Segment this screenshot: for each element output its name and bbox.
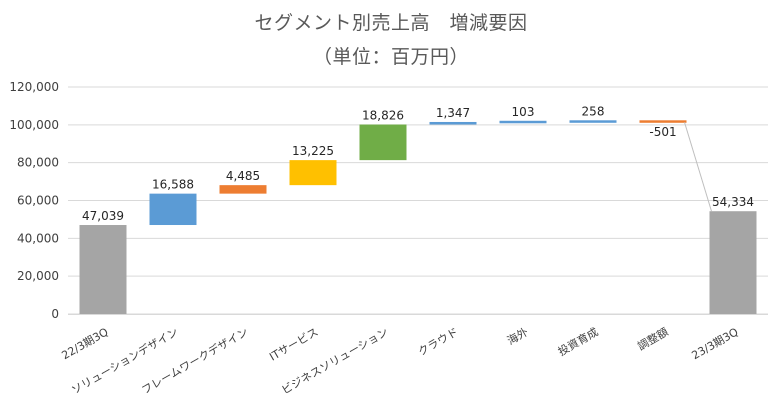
bar (149, 193, 197, 226)
data-label: 47,039 (82, 209, 124, 223)
x-tick-label: 海外 (504, 324, 530, 347)
bar (569, 120, 617, 123)
data-label: 18,826 (362, 109, 404, 123)
chart-title: セグメント別売上高 増減要因 (254, 12, 528, 34)
x-tick-label: 22/3期3Q (60, 325, 111, 362)
data-label: -501 (649, 125, 676, 139)
data-label: 258 (582, 104, 605, 118)
x-tick-label: 投資育成 (555, 324, 600, 358)
y-tick-label: 100,000 (9, 118, 59, 132)
data-label: 16,588 (152, 178, 194, 192)
data-label: 54,334 (712, 195, 754, 209)
x-tick-label: クラウド (416, 325, 461, 358)
bar (499, 120, 547, 124)
bar (289, 160, 337, 186)
y-tick-label: 120,000 (9, 80, 59, 94)
x-tick-label: 23/3期3Q (690, 325, 741, 362)
bar (79, 225, 127, 314)
bar (709, 211, 757, 314)
y-tick-label: 20,000 (17, 269, 59, 283)
y-tick-label: 40,000 (17, 231, 59, 245)
bar (219, 185, 267, 194)
data-label: 1,347 (436, 106, 470, 120)
y-tick-label: 60,000 (17, 194, 59, 208)
bar (359, 124, 407, 161)
connector-line (684, 122, 712, 212)
data-label: 13,225 (292, 144, 334, 158)
y-tick-label: 80,000 (17, 156, 59, 170)
data-label: 4,485 (226, 169, 260, 183)
data-label: 103 (512, 105, 535, 119)
chart-subtitle: （単位：百万円） (312, 46, 469, 68)
x-tick-label: ITサービス (267, 325, 320, 363)
x-tick-label: 調整額 (635, 324, 671, 353)
y-tick-label: 0 (51, 307, 59, 321)
bar (639, 120, 687, 123)
bar (429, 121, 477, 125)
